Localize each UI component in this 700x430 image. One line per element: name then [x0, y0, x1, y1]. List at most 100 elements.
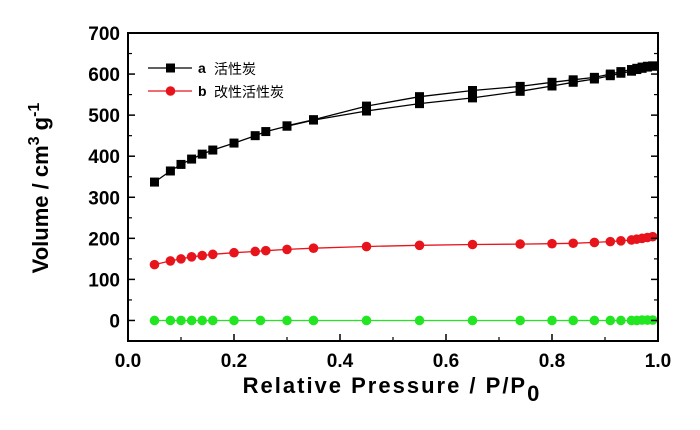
- data-point: [308, 315, 319, 326]
- data-point: [642, 61, 652, 71]
- data-point: [229, 138, 239, 148]
- data-point: [568, 315, 578, 326]
- y-tick-label: 600: [88, 65, 120, 86]
- data-point: [468, 93, 477, 103]
- data-point: [186, 252, 197, 262]
- data-point: [547, 77, 557, 87]
- y-tick-label: 100: [88, 270, 120, 291]
- series-2: [149, 231, 658, 270]
- x-tick-label: 1.0: [645, 351, 671, 372]
- data-point: [261, 127, 271, 137]
- y-tick-label: 400: [88, 147, 120, 168]
- data-point: [467, 315, 478, 326]
- data-point: [165, 256, 176, 266]
- data-point: [208, 315, 218, 326]
- y-tick-label: 300: [88, 188, 120, 209]
- data-point: [632, 63, 642, 73]
- data-point: [627, 65, 636, 75]
- series-layer: [149, 61, 658, 326]
- x-axis-title-subscript: 0: [527, 381, 541, 406]
- x-tick-label: 0.6: [433, 351, 459, 372]
- data-point: [186, 315, 197, 326]
- y-tick-label: 500: [88, 106, 120, 127]
- x-axis-title-main: Relative Pressure / P/P: [243, 373, 527, 398]
- data-point: [361, 241, 372, 252]
- series-1: [282, 61, 658, 131]
- data-point: [515, 81, 525, 91]
- y-axis-title: Volume / cm3 g-1: [26, 103, 53, 274]
- data-point: [467, 239, 478, 250]
- y-axis-title-main: Volume / cm: [28, 145, 53, 273]
- data-point: [208, 249, 218, 260]
- data-point: [468, 85, 477, 95]
- data-point: [150, 177, 159, 187]
- data-point: [605, 69, 615, 79]
- data-point: [589, 315, 600, 326]
- data-point: [568, 238, 578, 249]
- data-point: [149, 315, 160, 326]
- x-axis-title: Relative Pressure / P/P0: [243, 373, 542, 406]
- data-point: [415, 99, 424, 109]
- data-point: [637, 62, 647, 72]
- y-tick-label: 0: [109, 311, 120, 332]
- data-point: [362, 106, 371, 116]
- series-3: [149, 315, 658, 326]
- data-point: [605, 315, 616, 326]
- data-point: [605, 236, 616, 247]
- data-point: [176, 315, 186, 326]
- data-point: [362, 101, 371, 111]
- data-point: [616, 315, 626, 326]
- data-point: [515, 86, 525, 96]
- data-point: [547, 238, 557, 249]
- data-point: [647, 231, 658, 242]
- data-point: [165, 315, 176, 326]
- x-tick-label: 0.2: [221, 351, 247, 372]
- data-point: [197, 149, 207, 159]
- data-point: [187, 154, 197, 164]
- data-point: [414, 240, 425, 251]
- data-point: [616, 67, 626, 77]
- data-point: [568, 75, 578, 85]
- x-tick-label: 0.4: [327, 351, 354, 372]
- legend-entry-a: a 活性炭: [148, 60, 256, 78]
- series-line: [154, 65, 653, 183]
- data-point: [250, 246, 260, 257]
- data-point: [415, 92, 424, 102]
- data-point: [282, 244, 292, 255]
- data-point: [616, 235, 626, 246]
- legend-a-label: 活性炭: [214, 62, 256, 78]
- y-tick-label: 200: [88, 229, 120, 250]
- data-point: [589, 237, 600, 248]
- data-point: [515, 239, 525, 249]
- data-point: [255, 315, 266, 326]
- data-point: [229, 315, 239, 326]
- data-point: [197, 250, 207, 261]
- x-tick-label: 0.0: [115, 351, 141, 372]
- data-point: [229, 247, 239, 258]
- data-point: [176, 159, 186, 169]
- data-point: [589, 72, 599, 82]
- data-point: [208, 145, 218, 155]
- data-point: [309, 115, 318, 125]
- data-point: [282, 121, 292, 131]
- y-axis-title-sup1: 3: [26, 136, 43, 145]
- data-point: [261, 245, 271, 256]
- data-point: [547, 315, 557, 326]
- data-point: [515, 315, 525, 326]
- legend-b-label: 改性活性炭: [214, 85, 284, 101]
- series-line: [154, 236, 653, 266]
- y-axis-title-mid: g: [28, 117, 53, 137]
- x-tick-label: 0.8: [539, 351, 565, 372]
- data-point: [308, 243, 319, 253]
- data-point: [282, 315, 292, 326]
- y-tick-label: 700: [88, 24, 120, 45]
- data-point: [361, 315, 372, 326]
- legend-a-marker: [166, 63, 175, 73]
- legend-b-marker: [165, 86, 176, 96]
- ticks-layer: 0.0 0.2 0.4 0.6 0.8 1.0 0 100 200 300 400 500 600 700: [88, 24, 671, 372]
- data-point: [149, 259, 160, 270]
- series-0: [150, 61, 658, 187]
- legend-b-letter: b: [198, 83, 207, 99]
- data-point: [197, 315, 207, 326]
- data-point: [250, 131, 260, 141]
